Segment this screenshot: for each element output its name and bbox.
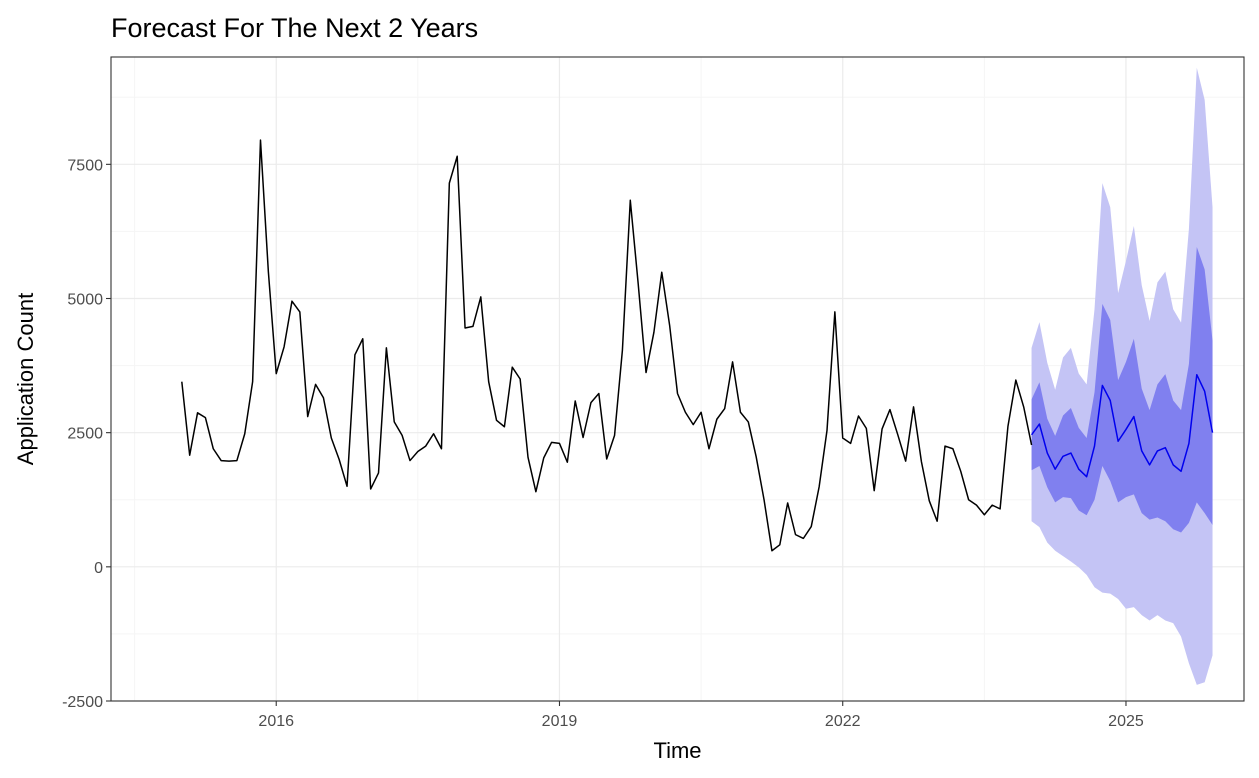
y-tick-label: 7500 xyxy=(67,157,103,174)
chart-title: Forecast For The Next 2 Years xyxy=(111,13,478,43)
axis-tick-labels: 2016 2019 2022 2025 -2500 0 2500 5000 7500 xyxy=(62,157,1144,730)
x-tick-label: 2025 xyxy=(1108,713,1144,730)
y-tick-label: 0 xyxy=(94,560,103,577)
x-tick-label: 2022 xyxy=(825,713,861,730)
x-tick-label: 2019 xyxy=(542,713,578,730)
y-tick-label: -2500 xyxy=(62,694,103,711)
series-lines xyxy=(181,139,1214,552)
forecast-line xyxy=(1030,373,1214,478)
x-axis-title: Time xyxy=(653,738,701,763)
history-line xyxy=(181,139,1033,552)
y-tick-label: 5000 xyxy=(67,292,103,309)
prediction-intervals xyxy=(1031,67,1213,685)
axis-ticks xyxy=(106,163,1127,706)
x-tick-label: 2016 xyxy=(258,713,294,730)
y-tick-label: 2500 xyxy=(67,426,103,443)
band-80 xyxy=(1031,246,1213,533)
y-axis-title: Application Count xyxy=(13,293,38,465)
panel-border xyxy=(110,56,1245,702)
